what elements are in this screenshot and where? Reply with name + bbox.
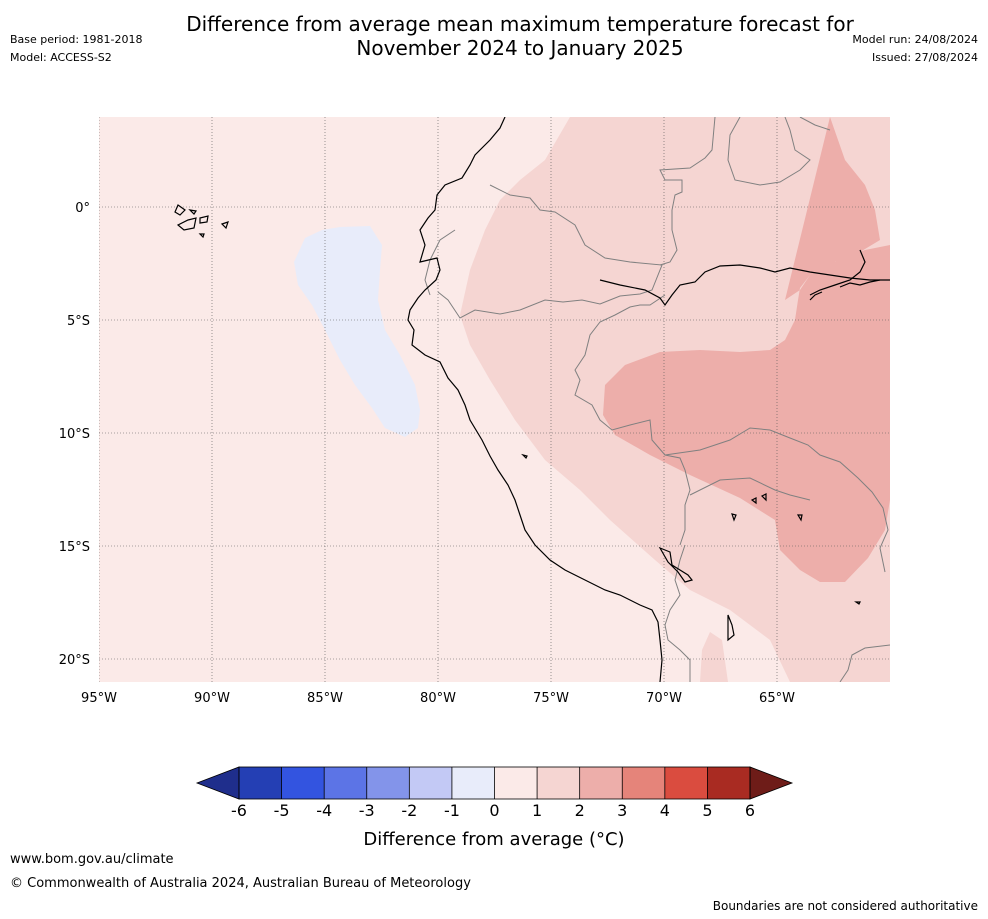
colorbar-extend-high <box>749 766 794 800</box>
longitude-label: 90°W <box>194 691 230 706</box>
colorbar-tick-label: 5 <box>702 801 712 820</box>
run-info: Model run: 24/08/2024 Issued: 27/08/2024 <box>852 31 978 67</box>
model-name: Model: ACCESS-S2 <box>10 51 112 64</box>
colorbar-tick-label: 2 <box>575 801 585 820</box>
colorbar-tick-label: 4 <box>660 801 670 820</box>
coastline <box>174 117 890 682</box>
model-run: Model run: 24/08/2024 <box>852 33 978 46</box>
latitude-labels: 0° 5°S 10°S 15°S 20°S <box>59 201 90 668</box>
colorbar-swatch <box>707 767 751 799</box>
colorbar-tick-label: -2 <box>401 801 417 820</box>
latitude-label: 10°S <box>59 427 90 442</box>
colorbar-tick-label: -5 <box>274 801 290 820</box>
country-borders <box>424 117 890 682</box>
colorbar-frame <box>238 766 751 800</box>
colorbar-tick-label: -4 <box>316 801 332 820</box>
latitude-label: 0° <box>75 201 90 216</box>
colorbar-tick-label: -3 <box>359 801 375 820</box>
longitude-label: 95°W <box>81 691 117 706</box>
colorbar-tick-label: 3 <box>617 801 627 820</box>
chart-title: Difference from average mean maximum tem… <box>120 12 920 60</box>
colorbar-swatch <box>622 767 666 799</box>
longitude-label: 75°W <box>533 691 569 706</box>
map-panel <box>99 117 890 682</box>
colorbar-extend-low <box>195 766 240 800</box>
graticule <box>99 117 890 682</box>
colorbar-tick-label: -6 <box>231 801 247 820</box>
copyright-text: © Commonwealth of Australia 2024, Austra… <box>10 876 471 891</box>
model-info: Base period: 1981-2018 Model: ACCESS-S2 <box>10 31 142 67</box>
colorbar-swatch <box>664 767 708 799</box>
colorbar-swatch <box>451 767 495 799</box>
colorbar-swatch <box>409 767 453 799</box>
colorbar-tick-label: 1 <box>532 801 542 820</box>
latitude-label: 15°S <box>59 540 90 555</box>
colorbar-label: Difference from average (°C) <box>363 829 624 850</box>
base-period: Base period: 1981-2018 <box>10 33 143 46</box>
anomaly-negative-region <box>294 226 420 437</box>
colorbar-swatch <box>324 767 368 799</box>
longitude-label: 65°W <box>759 691 795 706</box>
colorbar-tick-label: 0 <box>489 801 499 820</box>
website-link[interactable]: www.bom.gov.au/climate <box>10 852 174 867</box>
colorbar-swatch <box>537 767 581 799</box>
colorbar-tick-label: -1 <box>444 801 460 820</box>
anomaly-1-to-2-lobe <box>700 632 728 682</box>
longitude-label: 80°W <box>420 691 456 706</box>
colorbar-swatch <box>494 767 538 799</box>
title-line-1: Difference from average mean maximum tem… <box>186 12 854 36</box>
latitude-label: 5°S <box>67 314 90 329</box>
colorbar: -6 -5 -4 -3 -2 -1 0 1 2 3 4 5 6 <box>195 766 794 820</box>
latitude-label: 20°S <box>59 653 90 668</box>
colorbar-swatch <box>579 767 623 799</box>
colorbar-swatch <box>239 767 283 799</box>
colorbar-swatch <box>281 767 325 799</box>
longitude-label: 85°W <box>307 691 343 706</box>
issued-date: Issued: 27/08/2024 <box>871 51 978 64</box>
anomaly-2-to-3-northeast <box>603 117 890 582</box>
longitude-label: 70°W <box>646 691 682 706</box>
boundary-disclaimer: Boundaries are not considered authoritat… <box>712 899 978 913</box>
longitude-labels: 95°W 90°W 85°W 80°W 75°W 70°W 65°W <box>81 691 795 706</box>
title-line-2: November 2024 to January 2025 <box>356 36 684 60</box>
colorbar-swatch <box>366 767 410 799</box>
colorbar-tick-label: 6 <box>745 801 755 820</box>
